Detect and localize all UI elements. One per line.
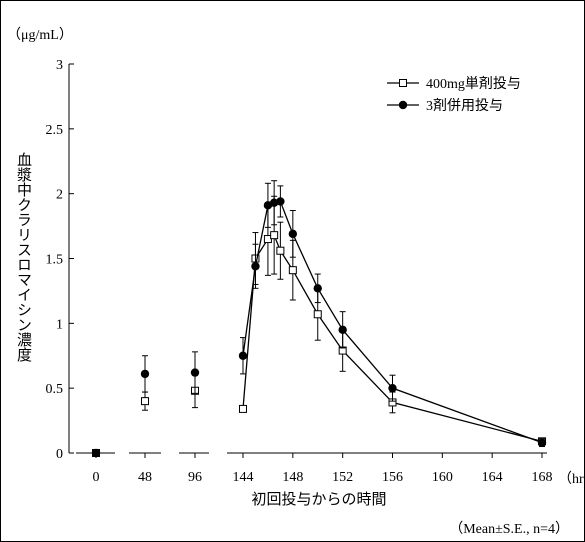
axes: 0 0.5 1 1.5 2 2.5 3 0 48 96 144 148 152 156 160 164 168 [46,58,553,485]
x-tick-label: 0 [93,470,100,485]
y-tick-label: 3 [56,58,63,73]
data-point [288,266,297,275]
legend: 400mg単剤投与 3剤併用投与 [387,76,521,114]
x-tick-label: 144 [233,470,254,485]
data-point [338,325,347,335]
data-point [537,438,547,447]
series-line [242,200,543,444]
y-tick-label: 2.5 [46,123,64,138]
legend-marker [399,79,407,87]
legend-label: 3剤併用投与 [426,98,503,114]
data-point [313,310,322,319]
y-axis-label: 血漿中クラリスロマイシン濃度 [15,152,32,362]
data-point [288,229,298,239]
x-tick-label: 164 [482,470,503,485]
data-point [91,448,101,458]
legend-label: 400mg単剤投与 [426,76,521,92]
data-point [238,351,248,360]
x-tick-label: 48 [138,470,152,485]
data-point [190,368,200,377]
data-point [141,397,149,406]
y-tick-label: 0 [56,447,63,462]
legend-item: 3剤併用投与 [387,98,503,114]
data-point [388,383,397,393]
series-layer [91,180,547,458]
stats-note: （Mean±S.E., n=4） [449,521,569,537]
data-point [276,197,285,206]
data-point [276,246,285,255]
x-axis-label: 初回投与からの時間 [251,491,386,508]
data-point [239,404,247,413]
series-line [242,234,543,442]
x-tick-label: 156 [382,470,403,485]
y-tick-label: 2 [56,188,63,203]
data-point [140,369,150,379]
data-point [269,198,279,207]
y-axis-unit: （μg/mL） [7,27,73,43]
data-point [251,262,260,271]
y-tick-label: 0.5 [46,382,64,397]
data-point [270,231,279,240]
x-axis-unit: （hr） [558,471,584,487]
legend-item: 400mg単剤投与 [387,76,521,92]
series-monotherapy [92,195,546,457]
x-tick-label: 168 [532,470,553,485]
y-tick-label: 1 [56,317,63,332]
x-tick-label: 148 [282,470,303,485]
x-tick-label: 152 [332,470,353,485]
x-tick-label: 96 [188,470,202,485]
x-tick-label: 160 [432,470,453,485]
y-tick-label: 1.5 [46,253,64,268]
legend-marker [398,100,408,110]
series-combination [91,180,547,458]
data-point [313,284,322,293]
